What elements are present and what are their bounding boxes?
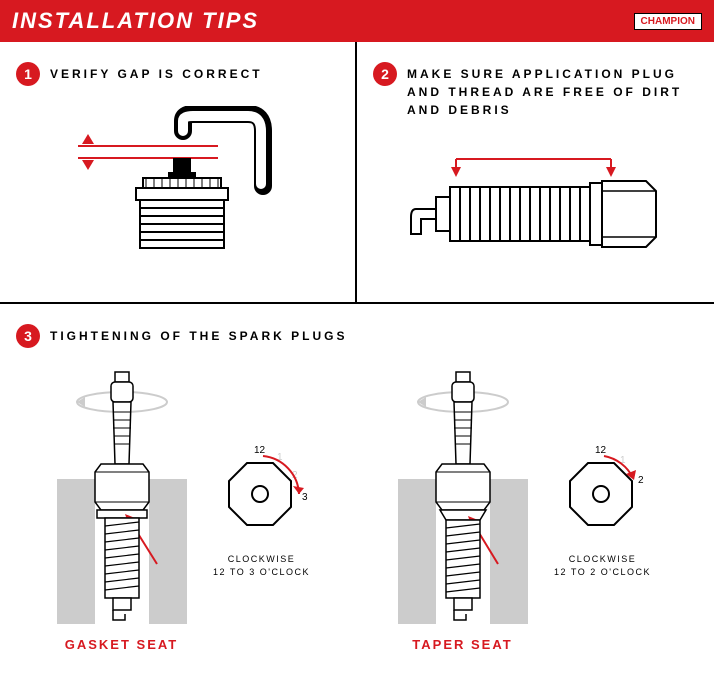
thread-svg xyxy=(386,139,686,279)
taper-plug-column: TAPER SEAT xyxy=(398,364,528,652)
taper-clock-svg: 12 1 2 xyxy=(548,438,658,548)
tick-2-r: 2 xyxy=(638,475,644,486)
step-2-header: 2 MAKE SURE APPLICATION PLUG AND THREAD … xyxy=(373,62,698,119)
taper-seat-group: TAPER SEAT 12 1 2 CLOCKWISE 12 TO 2 O'CL… xyxy=(398,364,658,652)
gasket-seat-label: GASKET SEAT xyxy=(57,637,187,652)
step-2-panel: 2 MAKE SURE APPLICATION PLUG AND THREAD … xyxy=(357,42,714,302)
step-1-panel: 1 VERIFY GAP IS CORRECT xyxy=(0,42,357,302)
step-3-header: 3 TIGHTENING OF THE SPARK PLUGS xyxy=(16,324,698,348)
gap-svg xyxy=(48,106,308,266)
gasket-clock-svg: 12 1 2 3 xyxy=(207,438,317,548)
gasket-plug-svg xyxy=(57,364,187,624)
taper-clock-line1: CLOCKWISE xyxy=(548,553,658,566)
taper-plug-svg xyxy=(398,364,528,624)
gasket-clock-line2: 12 TO 3 O'CLOCK xyxy=(207,566,317,579)
taper-clock-label: CLOCKWISE 12 TO 2 O'CLOCK xyxy=(548,553,658,578)
taper-clock-column: 12 1 2 CLOCKWISE 12 TO 2 O'CLOCK xyxy=(548,438,658,578)
taper-clock-line2: 12 TO 2 O'CLOCK xyxy=(548,566,658,579)
gasket-seat-group: GASKET SEAT 12 1 2 3 CLOCKWISE 12 xyxy=(57,364,317,652)
step-1-text: VERIFY GAP IS CORRECT xyxy=(50,62,263,83)
gasket-clock-column: 12 1 2 3 CLOCKWISE 12 TO 3 O'CLOCK xyxy=(207,438,317,578)
tick-12: 12 xyxy=(254,445,266,456)
gasket-plug-column: GASKET SEAT xyxy=(57,364,187,652)
tick-12-r: 12 xyxy=(595,445,607,456)
step-1-badge: 1 xyxy=(16,62,40,86)
step-1-header: 1 VERIFY GAP IS CORRECT xyxy=(16,62,339,86)
gasket-clock-label: CLOCKWISE 12 TO 3 O'CLOCK xyxy=(207,553,317,578)
tick-3: 3 xyxy=(302,492,308,503)
step-3-badge: 3 xyxy=(16,324,40,348)
step-2-text: MAKE SURE APPLICATION PLUG AND THREAD AR… xyxy=(407,62,698,119)
taper-seat-label: TAPER SEAT xyxy=(398,637,528,652)
thread-diagram xyxy=(373,139,698,279)
step-3-panel: 3 TIGHTENING OF THE SPARK PLUGS xyxy=(0,304,714,684)
brand-logo: CHAMPION xyxy=(634,13,702,30)
page-title: INSTALLATION TIPS xyxy=(12,8,259,34)
gap-diagram xyxy=(16,106,339,266)
step-2-badge: 2 xyxy=(373,62,397,86)
gasket-clock-line1: CLOCKWISE xyxy=(207,553,317,566)
tightening-diagrams: GASKET SEAT 12 1 2 3 CLOCKWISE 12 xyxy=(16,364,698,652)
top-row: 1 VERIFY GAP IS CORRECT xyxy=(0,42,714,304)
step-3-text: TIGHTENING OF THE SPARK PLUGS xyxy=(50,324,347,345)
header-bar: INSTALLATION TIPS CHAMPION xyxy=(0,0,714,42)
